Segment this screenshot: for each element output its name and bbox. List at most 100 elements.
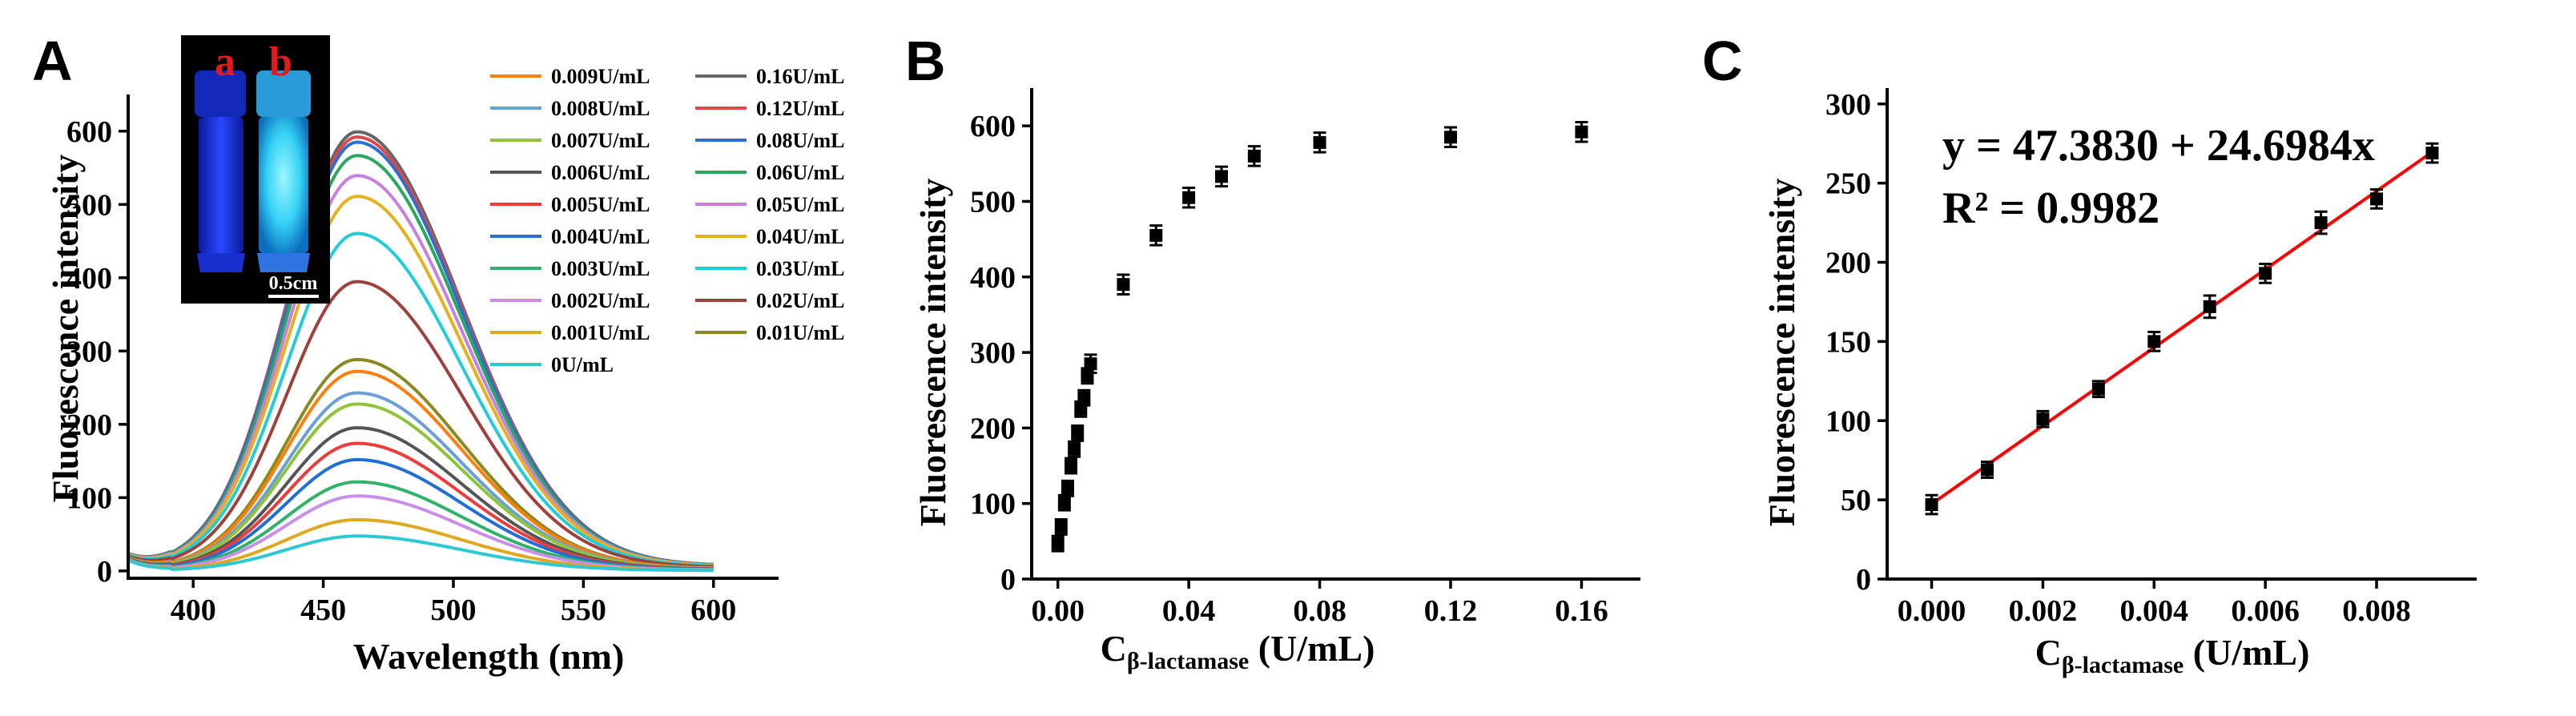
panel-c-data-point [1925, 498, 1938, 512]
panel-b-data-point [1081, 369, 1094, 383]
panel-b-x-tick-label: 0.08 [1293, 594, 1346, 628]
panel-a-x-tick-label: 450 [300, 593, 346, 627]
legend-label: 0.003U/mL [551, 257, 650, 280]
legend-label: 0.001U/mL [551, 321, 650, 344]
panel-b-x-tick-label: 0.12 [1424, 594, 1478, 628]
panel-a-y-tick-label: 0 [97, 555, 112, 589]
panel-c-x-tick-label: 0.004 [2120, 594, 2189, 628]
panel-b-y-tick-label: 200 [970, 412, 1016, 445]
panel-a-x-tick-label: 500 [431, 593, 477, 627]
legend-label: 0.005U/mL [551, 193, 650, 216]
panel-b-data-point [1117, 278, 1130, 292]
legend-label: 0.009U/mL [551, 65, 650, 88]
legend-label: 0.08U/mL [756, 129, 845, 152]
spectrum-curve [127, 231, 714, 568]
panel-b-x-tick-label: 0.04 [1162, 594, 1216, 628]
panel-c-data-point [2370, 192, 2384, 206]
legend-label: 0.006U/mL [551, 161, 650, 184]
panel-a-axes: 400 450 500 550 600 0 100 200 300 400 500 600 [66, 95, 779, 627]
panel-a-y-tick-label: 400 [66, 262, 112, 296]
panel-b-data-point [1149, 228, 1163, 242]
panel-a-x-tick-label: 550 [561, 593, 606, 627]
panel-b-x-tick-label: 0.16 [1555, 594, 1608, 628]
panel-c-linear-chart: 0.000 0.002 0.004 0.006 0.008 0 50 100 150 200 250… [1761, 88, 2477, 678]
panel-c-y-tick-label: 300 [1825, 88, 1871, 122]
panel-b-data-point [1071, 426, 1085, 440]
legend-label: 0.002U/mL [551, 289, 650, 312]
panel-b-data-point [1065, 459, 1078, 473]
panel-a-y-axis-title: Fluorescence intensity [45, 155, 86, 503]
panel-b-y-axis-title: Fluorescence intensity [912, 179, 953, 527]
scale-bar-label: 0.5cm [269, 273, 318, 294]
panel-b-data-point [1182, 191, 1196, 204]
panel-b-x-title-main: C [1101, 628, 1127, 669]
panel-b-data-point [1054, 520, 1068, 533]
panel-c-data-point [2036, 412, 2050, 426]
panel-b-data-point [1247, 149, 1261, 163]
fit-equation: y = 47.3830 + 24.6984x [1942, 121, 2375, 171]
panel-c-data-point [2147, 335, 2161, 348]
panel-b-y-tick-label: 400 [970, 261, 1016, 295]
spectra-curves [127, 130, 714, 573]
panel-b-data-point [1051, 537, 1065, 550]
panel-c-data-point [2091, 382, 2105, 396]
legend-label: 0.04U/mL [756, 225, 845, 248]
panel-a-y-tick-label: 300 [66, 335, 112, 368]
spectrum-curve [127, 280, 714, 569]
panel-a-x-tick-label: 600 [690, 593, 736, 627]
vial-b-image [256, 70, 311, 272]
panel-c-x-tick-label: 0.006 [2231, 594, 2300, 628]
panel-b-y-tick-label: 600 [970, 110, 1016, 143]
fit-line-path [1930, 151, 2433, 505]
panel-c-x-title-unit: (U/mL) [2184, 632, 2309, 673]
legend-label: 0.004U/mL [551, 225, 650, 248]
r-squared: R² = 0.9982 [1942, 183, 2159, 233]
panel-b-data-point [1444, 131, 1458, 144]
panel-b-x-tick-label: 0.00 [1031, 594, 1085, 628]
panel-c-y-axis-title: Fluorescence intensity [1761, 179, 1802, 527]
panel-c-x-title-main: C [2035, 632, 2062, 673]
panel-c-points [1925, 142, 2439, 516]
panel-b-data-point [1575, 125, 1588, 139]
panel-b-y-tick-label: 500 [970, 185, 1016, 219]
panel-c-y-tick-label: 250 [1825, 167, 1871, 201]
panel-c-data-point [2259, 267, 2272, 280]
panel-b-data-point [1077, 391, 1091, 404]
panel-b-axes: 0.00 0.04 0.08 0.12 0.16 0 100 200 300 400 500 600 [970, 88, 1640, 628]
fit-line [1930, 151, 2433, 505]
panel-b-points [1051, 120, 1588, 553]
panel-label-a: A [32, 30, 73, 92]
panel-c-x-tick-label: 0.000 [1898, 594, 1966, 628]
panel-b-data-point [1084, 357, 1097, 371]
legend-label: 0.05U/mL [756, 193, 845, 216]
panel-c-data-point [2425, 147, 2439, 160]
panel-b-data-point [1061, 481, 1074, 495]
legend-label: 0U/mL [551, 353, 614, 376]
inset-label-b: b [269, 39, 292, 85]
panel-b-data-point [1214, 170, 1228, 183]
spectrum-curve [127, 534, 714, 573]
panel-b-data-point [1068, 442, 1081, 456]
panel-b-x-title-unit: (U/mL) [1249, 628, 1375, 669]
panel-c-y-tick-label: 50 [1841, 484, 1871, 517]
panel-b-x-axis-title: Cβ-lactamase (U/mL) [1101, 628, 1375, 674]
panel-a-spectra-chart: 400 450 500 550 600 0 100 200 300 400 500 600 Wavel… [45, 35, 845, 677]
panel-a-y-tick-label: 100 [66, 481, 112, 515]
panel-a-x-tick-label: 400 [171, 593, 216, 627]
panel-c-axes: 0.000 0.002 0.004 0.006 0.008 0 50 100 150 200 250… [1825, 88, 2477, 628]
legend-label: 0.008U/mL [551, 97, 650, 120]
legend-label: 0.12U/mL [756, 97, 845, 120]
panel-b-data-point [1313, 135, 1326, 149]
panel-a-y-tick-label: 200 [66, 408, 112, 442]
legend-label: 0.16U/mL [756, 65, 845, 88]
legend-label: 0.02U/mL [756, 289, 845, 312]
vial-a-image [195, 70, 246, 272]
panel-b-saturation-chart: 0.00 0.04 0.08 0.12 0.160100200300400500600 … [912, 88, 1640, 674]
legend-label: 0.007U/mL [551, 129, 650, 152]
panel-b-y-tick-label: 300 [970, 336, 1016, 370]
panel-c-x-axis-title: Cβ-lactamase (U/mL) [2035, 632, 2310, 678]
legend-label: 0.06U/mL [756, 161, 845, 184]
panel-c-x-title-sub: β-lactamase [2062, 652, 2184, 678]
panel-a-y-tick-label: 500 [66, 188, 112, 222]
